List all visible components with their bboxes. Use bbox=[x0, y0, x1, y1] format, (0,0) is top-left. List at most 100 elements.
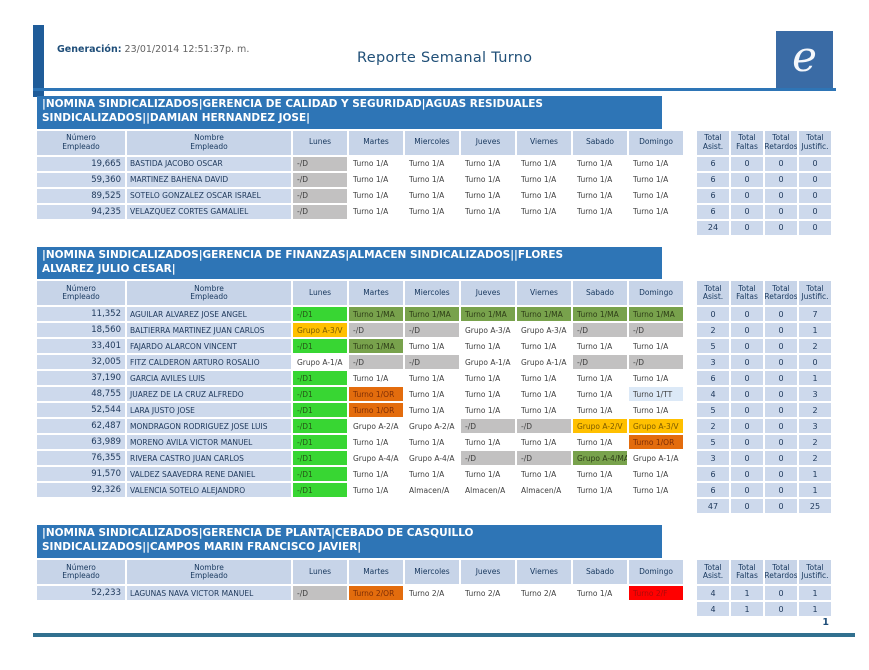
employee-name-cell: GARCIA AVILES LUIS bbox=[127, 371, 291, 386]
column-header-total: Total Faltas bbox=[731, 130, 763, 155]
day-shift-cell: Turno 1/A bbox=[517, 435, 571, 450]
total-cell: 0 bbox=[765, 172, 797, 187]
total-cell: 2 bbox=[697, 323, 729, 338]
report-section: |NOMINA SINDICALIZADOS|GERENCIA DE CALID… bbox=[37, 96, 837, 235]
column-header-total: Total Retardos bbox=[765, 560, 797, 585]
day-shift-cell: -/D bbox=[293, 204, 347, 219]
day-shift-cell: Turno 1/MA bbox=[349, 307, 403, 322]
column-header-day: Sabado bbox=[573, 560, 627, 585]
total-cell: 0 bbox=[765, 188, 797, 203]
day-shift-cell: -/D bbox=[517, 419, 571, 434]
table-row: 52,544 LARA JUSTO JOSE -/D1 Turno 1/OR Turno… bbox=[37, 403, 837, 418]
table-header-row: Número Empleado Nombre Empleado Lunes Marte… bbox=[37, 281, 837, 306]
day-shift-cell: Grupo A-3/A bbox=[461, 323, 515, 338]
column-header-total: Total Asist. bbox=[697, 281, 729, 306]
table-row: 48,755 JUAREZ DE LA CRUZ ALFREDO -/D1 Turno… bbox=[37, 387, 837, 402]
total-cell: 2 bbox=[799, 451, 831, 466]
generation-label: Generación: bbox=[57, 44, 122, 55]
column-spacer bbox=[685, 387, 695, 401]
total-cell: 1 bbox=[731, 586, 763, 601]
total-cell: 5 bbox=[697, 435, 729, 450]
day-shift-cell: -/D1 bbox=[293, 451, 347, 466]
day-shift-cell: Turno 1/A bbox=[349, 204, 403, 219]
total-cell: 0 bbox=[731, 483, 763, 498]
day-shift-cell: Turno 1/OR bbox=[349, 403, 403, 418]
total-cell: 1 bbox=[799, 467, 831, 482]
total-cell: 0 bbox=[731, 156, 763, 171]
grand-total-cell: 25 bbox=[799, 499, 831, 514]
column-header-total: Total Asist. bbox=[697, 560, 729, 585]
total-cell: 0 bbox=[799, 172, 831, 187]
day-shift-cell: Turno 1/A bbox=[461, 156, 515, 171]
column-spacer bbox=[685, 371, 695, 385]
day-shift-cell: Turno 1/MA bbox=[405, 307, 459, 322]
day-shift-cell: Grupo A-4/A bbox=[349, 451, 403, 466]
day-shift-cell: -/D bbox=[293, 172, 347, 187]
table-row: 62,487 MONDRAGON RODRIGUEZ JOSE LUIS -/D1 G… bbox=[37, 419, 837, 434]
day-shift-cell: -/D bbox=[293, 188, 347, 203]
column-spacer bbox=[685, 586, 695, 600]
employee-name-cell: MONDRAGON RODRIGUEZ JOSE LUIS bbox=[127, 419, 291, 434]
total-cell: 0 bbox=[731, 323, 763, 338]
total-cell: 3 bbox=[799, 387, 831, 402]
day-shift-cell: Turno 1/A bbox=[629, 156, 683, 171]
total-cell: 0 bbox=[765, 403, 797, 418]
total-cell: 0 bbox=[765, 323, 797, 338]
day-shift-cell: Turno 1/A bbox=[573, 339, 627, 354]
employee-number-cell: 48,755 bbox=[37, 387, 125, 402]
table-row: 33,401 FAJARDO ALARCON VINCENT -/D1 Turno 1… bbox=[37, 339, 837, 354]
total-cell: 6 bbox=[697, 156, 729, 171]
day-shift-cell: Turno 1/A bbox=[573, 172, 627, 187]
column-header-total: Total Retardos bbox=[765, 281, 797, 306]
grand-total-cell: 0 bbox=[765, 602, 797, 617]
total-cell: 5 bbox=[697, 339, 729, 354]
column-header-day: Jueves bbox=[461, 130, 515, 155]
day-shift-cell: -/D bbox=[293, 156, 347, 171]
total-cell: 4 bbox=[697, 586, 729, 601]
day-shift-cell: Grupo A-2/V bbox=[573, 419, 627, 434]
footer-divider bbox=[33, 633, 855, 637]
employee-name-cell: VALDEZ SAAVEDRA RENE DANIEL bbox=[127, 467, 291, 482]
day-shift-cell: Turno 2/F bbox=[629, 586, 683, 601]
employee-name-cell: LARA JUSTO JOSE bbox=[127, 403, 291, 418]
column-spacer bbox=[685, 483, 695, 497]
day-shift-cell: -/D bbox=[573, 323, 627, 338]
employee-number-cell: 18,560 bbox=[37, 323, 125, 338]
column-header-day: Martes bbox=[349, 281, 403, 306]
clock-logo-icon: e bbox=[792, 31, 817, 81]
day-shift-cell: Grupo A-3/V bbox=[629, 419, 683, 434]
day-shift-cell: Turno 1/MA bbox=[629, 307, 683, 322]
day-shift-cell: Turno 1/TT bbox=[629, 387, 683, 402]
day-shift-cell: Turno 1/MA bbox=[461, 307, 515, 322]
column-spacer bbox=[685, 157, 695, 171]
day-shift-cell: Grupo A-1/A bbox=[461, 355, 515, 370]
day-shift-cell: -/D bbox=[349, 355, 403, 370]
employee-name-cell: BALTIERRA MARTINEZ JUAN CARLOS bbox=[127, 323, 291, 338]
total-cell: 0 bbox=[731, 467, 763, 482]
table-header-row: Número Empleado Nombre Empleado Lunes Marte… bbox=[37, 130, 837, 155]
grand-total-cell: 0 bbox=[799, 220, 831, 235]
page-title: Reporte Semanal Turno bbox=[357, 50, 533, 66]
total-cell: 2 bbox=[799, 339, 831, 354]
total-cell: 0 bbox=[765, 435, 797, 450]
day-shift-cell: Turno 2/A bbox=[405, 586, 459, 601]
column-spacer bbox=[685, 451, 695, 465]
day-shift-cell: Turno 1/A bbox=[405, 387, 459, 402]
employee-number-cell: 52,544 bbox=[37, 403, 125, 418]
column-header-day: Sabado bbox=[573, 130, 627, 155]
column-spacer bbox=[685, 173, 695, 187]
total-cell: 0 bbox=[765, 371, 797, 386]
day-shift-cell: Grupo A-1/A bbox=[629, 451, 683, 466]
header-accent-bar bbox=[33, 25, 44, 97]
employee-name-cell: BASTIDA JACOBO OSCAR bbox=[127, 156, 291, 171]
day-shift-cell: Turno 1/A bbox=[461, 371, 515, 386]
column-spacer bbox=[685, 323, 695, 337]
day-shift-cell: -/D bbox=[573, 355, 627, 370]
day-shift-cell: Turno 1/A bbox=[405, 435, 459, 450]
day-shift-cell: -/D1 bbox=[293, 403, 347, 418]
day-shift-cell: Turno 1/A bbox=[405, 156, 459, 171]
report-section: |NOMINA SINDICALIZADOS|GERENCIA DE PLANT… bbox=[37, 525, 837, 617]
day-shift-cell: Grupo A-1/A bbox=[293, 355, 347, 370]
day-shift-cell: Turno 1/A bbox=[461, 204, 515, 219]
total-cell: 6 bbox=[697, 483, 729, 498]
